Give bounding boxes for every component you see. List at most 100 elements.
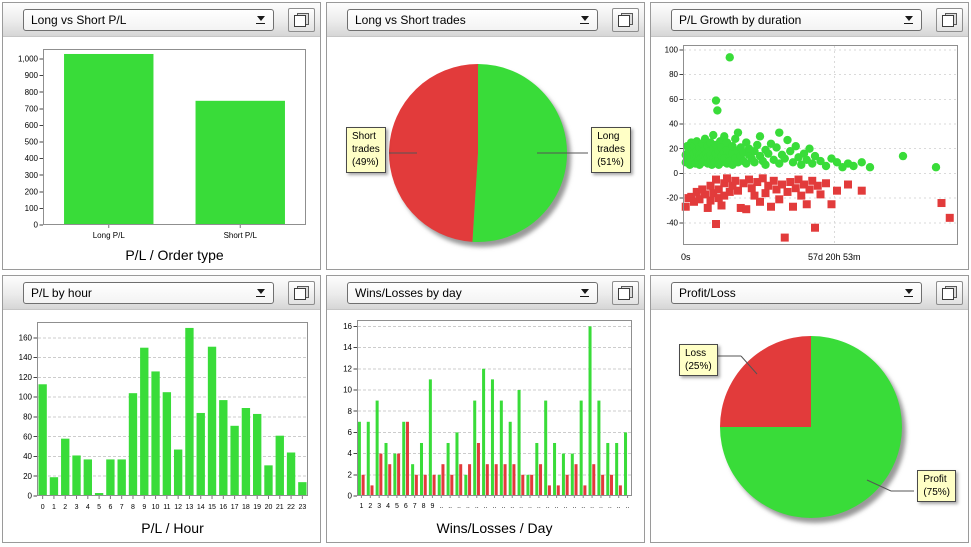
svg-text:6: 6 xyxy=(108,504,112,511)
svg-text:0: 0 xyxy=(34,221,39,230)
scatter-chart-svg: -40 -20 0 20 40 60 80 100 0s 57d 20h 53m xyxy=(665,45,958,262)
svg-text:P/L / Hour: P/L / Hour xyxy=(141,520,204,536)
copy-chart-button[interactable] xyxy=(288,7,315,32)
svg-text:..: .. xyxy=(519,503,523,510)
panel-header: Wins/Losses by day xyxy=(327,276,644,310)
svg-text:40: 40 xyxy=(23,452,32,461)
panel-header: P/L by hour xyxy=(3,276,320,310)
svg-text:2: 2 xyxy=(348,470,353,479)
chart-body: Loss (25%) Profit (75%) xyxy=(651,310,968,542)
chevron-down-icon xyxy=(579,288,590,297)
chart-body: 0 20 40 60 80 100 120 140 160 0 1 2 3 4 5 6 7 8 9 10 11 12 13 1… xyxy=(3,310,320,542)
svg-text:Long P/L: Long P/L xyxy=(93,231,126,240)
chart-type-dropdown[interactable]: Wins/Losses by day xyxy=(347,281,598,304)
pairbar-chart-winloss-day: 0 2 4 6 8 10 12 14 16 1 2 3 4 5 6 7 8 9..................… xyxy=(327,310,644,542)
svg-text:20: 20 xyxy=(23,472,32,481)
svg-text:19: 19 xyxy=(253,504,261,511)
svg-text:12: 12 xyxy=(343,364,352,373)
svg-text:-20: -20 xyxy=(666,194,678,203)
svg-text:23: 23 xyxy=(298,504,306,511)
chart-type-dropdown[interactable]: P/L by hour xyxy=(23,281,274,304)
svg-text:8: 8 xyxy=(348,407,353,416)
svg-text:0: 0 xyxy=(348,492,353,501)
chart-type-dropdown[interactable]: Long vs Short P/L xyxy=(23,8,274,31)
svg-text:60: 60 xyxy=(669,95,678,104)
svg-text:4: 4 xyxy=(386,503,390,510)
chart-type-dropdown[interactable]: Long vs Short trades xyxy=(347,8,598,31)
chart-panel-long-short-trades: Long vs Short trades Short trades (49%) … xyxy=(326,2,645,270)
svg-text:1,000: 1,000 xyxy=(18,55,39,64)
copy-chart-button[interactable] xyxy=(936,7,963,32)
svg-text:..: .. xyxy=(564,503,568,510)
svg-text:800: 800 xyxy=(25,88,39,97)
svg-text:..: .. xyxy=(466,503,470,510)
svg-text:60: 60 xyxy=(23,432,32,441)
svg-text:..: .. xyxy=(581,503,585,510)
svg-text:80: 80 xyxy=(669,70,678,79)
chart-type-dropdown[interactable]: Profit/Loss xyxy=(671,281,922,304)
svg-text:..: .. xyxy=(599,503,603,510)
chevron-down-icon xyxy=(255,15,266,24)
bar-chart-svg: 0 100 200 300 400 500 600 700 800 900 1,000 Long P/… xyxy=(18,49,306,263)
bar-chart-pl-order-type: 0 100 200 300 400 500 600 700 800 900 1,000 Long P/… xyxy=(3,37,320,269)
svg-text:1: 1 xyxy=(359,503,363,510)
svg-text:5: 5 xyxy=(97,504,101,511)
pie-chart-svg xyxy=(389,64,588,247)
chart-body: Short trades (49%) Long trades (51%) xyxy=(327,37,644,269)
chart-body: 0 100 200 300 400 500 600 700 800 900 1,000 Long P/… xyxy=(3,37,320,269)
svg-text:4: 4 xyxy=(86,504,90,511)
pie-callout-profit: Profit (75%) xyxy=(917,470,956,503)
svg-text:12: 12 xyxy=(174,504,182,511)
svg-text:120: 120 xyxy=(19,373,33,382)
svg-text:P/L / Order type: P/L / Order type xyxy=(125,247,224,263)
svg-text:0: 0 xyxy=(674,169,679,178)
copy-chart-button[interactable] xyxy=(612,7,639,32)
panel-header: Long vs Short P/L xyxy=(3,3,320,37)
chevron-down-icon xyxy=(903,15,914,24)
svg-text:900: 900 xyxy=(25,71,39,80)
svg-text:14: 14 xyxy=(343,343,352,352)
scatter-chart-pl-growth: -40 -20 0 20 40 60 80 100 0s 57d 20h 53m xyxy=(651,37,968,269)
svg-text:7: 7 xyxy=(413,503,417,510)
chart-panel-pl-growth-duration: P/L Growth by duration -40 -20 0 20 40 60 80 10… xyxy=(650,2,969,270)
svg-text:17: 17 xyxy=(231,504,239,511)
svg-text:..: .. xyxy=(546,503,550,510)
dropdown-value: P/L by hour xyxy=(31,285,92,300)
svg-text:300: 300 xyxy=(25,171,39,180)
svg-text:40: 40 xyxy=(669,120,678,129)
svg-text:100: 100 xyxy=(25,204,39,213)
chart-type-dropdown[interactable]: P/L Growth by duration xyxy=(671,8,922,31)
svg-text:9: 9 xyxy=(430,503,434,510)
svg-text:..: .. xyxy=(475,503,479,510)
svg-text:100: 100 xyxy=(19,393,33,402)
svg-text:20: 20 xyxy=(669,144,678,153)
svg-text:140: 140 xyxy=(19,353,33,362)
svg-text:16: 16 xyxy=(219,504,227,511)
svg-text:Short P/L: Short P/L xyxy=(224,231,258,240)
svg-text:200: 200 xyxy=(25,187,39,196)
copy-chart-button[interactable] xyxy=(288,280,315,305)
svg-text:5: 5 xyxy=(395,503,399,510)
chevron-down-icon xyxy=(579,15,590,24)
chevron-down-icon xyxy=(255,288,266,297)
dropdown-value: Long vs Short P/L xyxy=(31,12,127,27)
svg-text:14: 14 xyxy=(197,504,205,511)
chevron-down-icon xyxy=(903,288,914,297)
dropdown-value: Profit/Loss xyxy=(679,285,736,300)
pie-chart-profit-loss xyxy=(651,310,968,542)
svg-text:160: 160 xyxy=(19,333,33,342)
svg-text:..: .. xyxy=(528,503,532,510)
pie-callout-long-trades: Long trades (51%) xyxy=(591,127,631,173)
svg-text:..: .. xyxy=(510,503,514,510)
svg-text:1: 1 xyxy=(52,504,56,511)
svg-text:7: 7 xyxy=(120,504,124,511)
svg-text:..: .. xyxy=(493,503,497,510)
dropdown-value: P/L Growth by duration xyxy=(679,12,802,27)
svg-text:21: 21 xyxy=(276,504,284,511)
svg-text:3: 3 xyxy=(75,504,79,511)
copy-chart-button[interactable] xyxy=(612,280,639,305)
svg-text:2: 2 xyxy=(63,504,67,511)
svg-text:16: 16 xyxy=(343,322,352,331)
copy-chart-button[interactable] xyxy=(936,280,963,305)
